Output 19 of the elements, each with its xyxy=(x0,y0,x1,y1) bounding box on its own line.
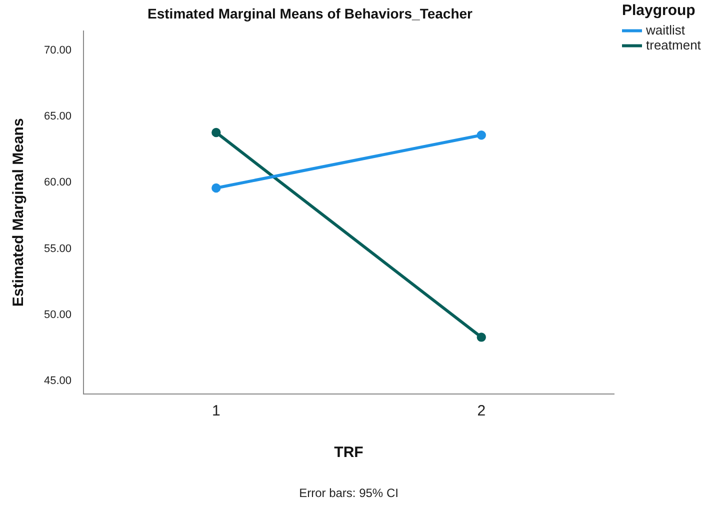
legend-label: waitlist xyxy=(645,22,686,38)
chart-title: Estimated Marginal Means of Behaviors_Teacher xyxy=(148,5,474,22)
text: Error bars: 95% CI xyxy=(299,486,398,500)
point xyxy=(212,183,221,193)
x-tick-label: 2 xyxy=(477,402,486,420)
y-tick-label: 65.00 xyxy=(44,110,72,123)
point xyxy=(476,130,486,140)
y-tick-label: 45.00 xyxy=(44,374,72,387)
y-tick-label: 60.00 xyxy=(44,176,72,189)
x-axis-title: TRF xyxy=(334,444,364,462)
y-tick-label: 70.00 xyxy=(44,44,72,57)
x-tick-label: 1 xyxy=(212,402,220,420)
legend-label: treatment xyxy=(646,37,702,52)
y-tick-label: 55.00 xyxy=(44,242,72,255)
legend-title: Playgroup xyxy=(622,2,696,19)
point xyxy=(476,332,486,342)
y-tick-label: 50.00 xyxy=(44,308,72,321)
y-axis-title: Estimated Marginal Means xyxy=(10,118,28,307)
point xyxy=(212,128,221,138)
